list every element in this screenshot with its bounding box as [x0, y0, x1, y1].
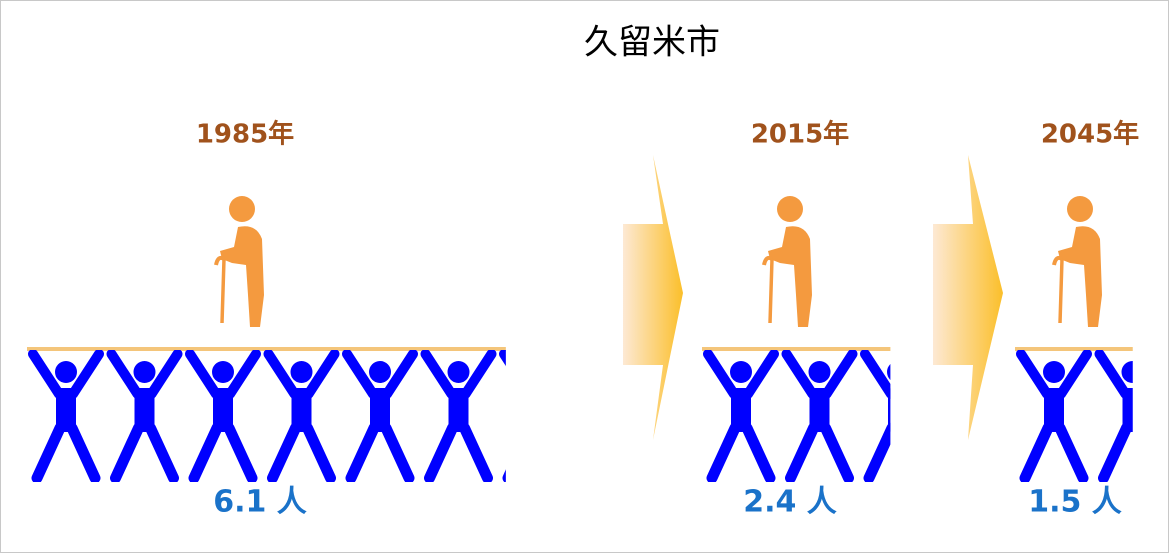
year-label: 2015年 — [751, 119, 849, 150]
value-label: 2.4 人 — [743, 485, 837, 520]
year-label: 1985年 — [196, 119, 294, 150]
value-label: 1.5 人 — [1028, 485, 1122, 520]
year-label: 2045年 — [1041, 119, 1139, 150]
chart-title: 久留米市 — [584, 23, 720, 63]
chart: 久留米市 1985年 6.1 人 2015年 2.4 人 2045年 1.5 人 — [0, 0, 1169, 553]
value-label: 6.1 人 — [213, 485, 307, 520]
support-bar — [1015, 347, 1133, 351]
